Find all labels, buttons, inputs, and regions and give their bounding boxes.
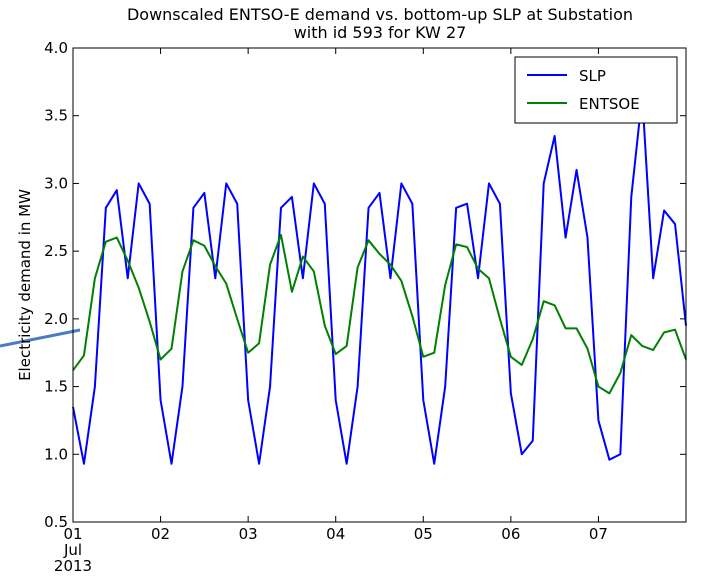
x-tick-label: 01 Jul 2013 [54,525,92,575]
y-tick-label: 4.0 [44,39,68,57]
y-tick-label: 2.0 [44,310,68,328]
series-line [72,94,687,465]
chart-title: Downscaled ENTSO-E demand vs. bottom-up … [127,5,633,42]
y-tick-label: 1.5 [44,378,68,396]
x-tick-label: 05 [414,525,433,543]
y-tick-label: 0.5 [44,513,68,531]
y-tick-label: 1.0 [44,445,68,463]
legend-box [514,56,678,124]
y-tick-label: 3.5 [44,107,68,125]
y-tick-label: 3.0 [44,174,68,192]
x-tick-label: 03 [239,525,258,543]
x-tick-label: 07 [589,525,608,543]
plot-frame [72,47,687,523]
x-tick-label: 02 [151,525,170,543]
x-tick-label: 06 [501,525,520,543]
series-line [72,233,687,395]
y-axis-label: Electricity demand in MW [16,189,34,381]
y-tick-label: 2.5 [44,242,68,260]
legend-label: ENTSOE [579,95,640,113]
legend-label: SLP [579,67,606,85]
x-tick-label: 04 [326,525,345,543]
stray-stroke [0,328,81,348]
